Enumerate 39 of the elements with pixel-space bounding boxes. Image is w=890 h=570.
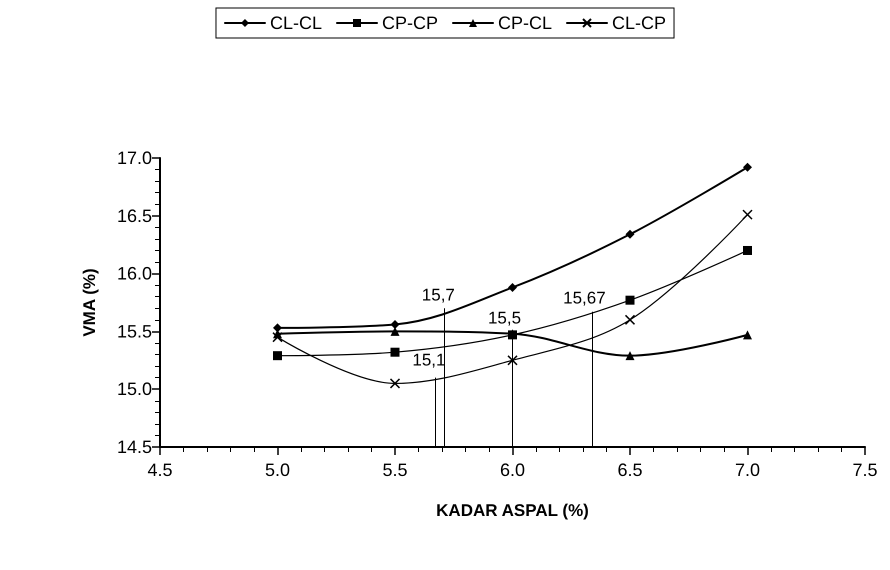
point <box>273 351 282 360</box>
legend-label: CP-CP <box>382 13 438 33</box>
annotation: 15,5 <box>488 308 522 328</box>
point <box>743 162 752 172</box>
y-tick-label: 15.5 <box>116 321 152 342</box>
legend-label: CP-CL <box>498 13 552 33</box>
y-tick-label: 16.0 <box>116 264 152 284</box>
point <box>743 246 752 255</box>
y-tick-label: 15.0 <box>116 379 152 400</box>
y-tick-label: 14.5 <box>116 437 152 457</box>
point <box>508 282 517 292</box>
legend-label: CL-CP <box>612 13 666 33</box>
point <box>390 320 400 329</box>
point <box>507 355 518 366</box>
x-tick-label: 4.5 <box>147 460 173 480</box>
y-tick-label: 16.5 <box>116 206 152 226</box>
annotation: 15,67 <box>563 288 606 308</box>
x-tick-label: 7.0 <box>734 460 760 480</box>
point <box>626 296 634 305</box>
x-axis-title: KADAR ASPAL (%) <box>436 501 589 520</box>
point <box>626 351 634 360</box>
x-tick-label: 6.0 <box>500 460 526 480</box>
x-tick-label: 5.0 <box>264 460 290 480</box>
point <box>626 230 634 239</box>
point <box>390 378 400 389</box>
x-tick-label: 6.5 <box>617 460 643 480</box>
annotation: 15,1 <box>412 350 446 370</box>
point <box>743 330 752 340</box>
point <box>273 323 282 332</box>
y-tick-label: 17.0 <box>116 148 152 168</box>
point <box>272 332 283 342</box>
point <box>742 209 753 220</box>
x-tick-label: 7.5 <box>852 460 878 480</box>
point <box>390 348 400 357</box>
point <box>624 314 636 326</box>
legend-label: CL-CL <box>270 13 322 33</box>
x-tick-label: 5.5 <box>382 460 408 480</box>
y-axis-title: VMA (%) <box>80 268 99 337</box>
annotation: 15,7 <box>422 285 455 304</box>
